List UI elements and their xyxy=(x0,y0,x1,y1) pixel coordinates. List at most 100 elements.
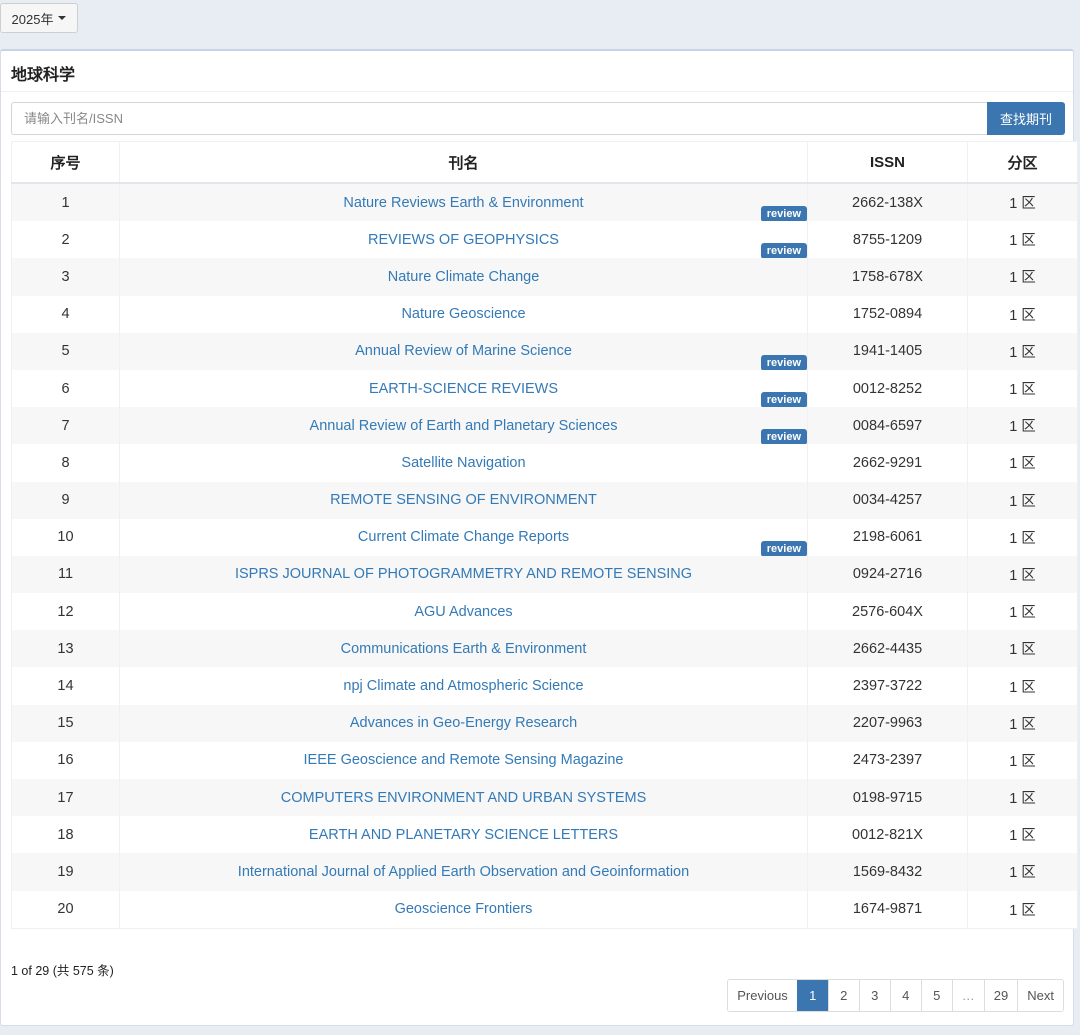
page-button[interactable]: 1 xyxy=(796,980,828,1011)
row-title-cell: ISPRS JOURNAL OF PHOTOGRAMMETRY AND REMO… xyxy=(119,555,808,594)
row-issn: 2662-4435 xyxy=(807,630,968,668)
row-zone: 1 区 xyxy=(967,779,1078,817)
journal-title-link[interactable]: EARTH-SCIENCE REVIEWS xyxy=(368,380,559,397)
row-index: 19 xyxy=(11,853,120,891)
journal-title-link[interactable]: npj Climate and Atmospheric Science xyxy=(343,678,584,695)
row-title-cell: npj Climate and Atmospheric Science xyxy=(119,667,808,705)
column-header-issn[interactable]: ISSN xyxy=(807,141,968,184)
row-title-cell: Current Climate Change Reports review xyxy=(119,518,808,557)
journal-title-link[interactable]: REVIEWS OF GEOPHYSICS xyxy=(368,231,559,248)
table-row: 6 EARTH-SCIENCE REVIEWS review 0012-8252 1 区 xyxy=(11,369,1078,408)
page-button[interactable]: 2 xyxy=(827,980,859,1011)
row-title-cell: COMPUTERS ENVIRONMENT AND URBAN SYSTEMS xyxy=(119,779,808,817)
journal-title-link[interactable]: Nature Reviews Earth & Environment xyxy=(343,194,584,211)
row-issn: 0012-8252 xyxy=(807,369,968,408)
row-zone: 1 区 xyxy=(967,630,1078,668)
row-index: 4 xyxy=(11,295,120,333)
row-issn: 0084-6597 xyxy=(807,407,968,445)
row-issn: 2662-9291 xyxy=(807,444,968,482)
table-row: 7 Annual Review of Earth and Planetary Sc… xyxy=(11,407,1078,446)
journal-title-link[interactable]: AGU Advances xyxy=(414,603,513,620)
row-issn: 0924-2716 xyxy=(807,555,968,594)
row-title-cell: REMOTE SENSING OF ENVIRONMENT xyxy=(119,481,808,519)
review-badge: review xyxy=(760,243,807,260)
journal-title-link[interactable]: Communications Earth & Environment xyxy=(340,640,587,657)
row-index: 7 xyxy=(11,407,120,445)
row-title-cell: Nature Reviews Earth & Environment review xyxy=(119,183,808,222)
row-index: 6 xyxy=(11,369,120,408)
search-button[interactable]: 查找期刊 xyxy=(987,102,1065,135)
table-row: 19 International Journal of Applied Earth… xyxy=(11,853,1078,891)
row-issn: 1941-1405 xyxy=(807,332,968,370)
row-zone: 1 区 xyxy=(967,890,1078,929)
row-issn: 8755-1209 xyxy=(807,221,968,259)
journal-title-link[interactable]: Advances in Geo-Energy Research xyxy=(349,715,578,732)
row-zone: 1 区 xyxy=(967,332,1078,370)
row-title-cell: Nature Geoscience xyxy=(119,295,808,333)
year-dropdown[interactable]: 2025年 xyxy=(0,3,78,33)
row-issn: 2576-604X xyxy=(807,593,968,631)
row-title-cell: Communications Earth & Environment xyxy=(119,630,808,668)
column-header-zone[interactable]: 分区 xyxy=(967,141,1078,184)
row-index: 17 xyxy=(11,779,120,817)
row-title-cell: Annual Review of Marine Science review xyxy=(119,332,808,371)
row-zone: 1 区 xyxy=(967,593,1078,631)
column-header-title[interactable]: 刊名 xyxy=(119,141,808,184)
page-button[interactable]: 3 xyxy=(858,980,890,1011)
review-badge: review xyxy=(760,540,807,557)
review-badge: review xyxy=(760,391,807,408)
search-input[interactable] xyxy=(11,102,987,135)
table-row: 18 EARTH AND PLANETARY SCIENCE LETTERS 001… xyxy=(11,816,1078,854)
row-zone: 1 区 xyxy=(967,518,1078,556)
row-index: 16 xyxy=(11,741,120,779)
journal-title-link[interactable]: Nature Climate Change xyxy=(387,268,540,285)
row-zone: 1 区 xyxy=(967,741,1078,779)
next-page-button[interactable]: Next xyxy=(1017,980,1063,1011)
journal-title-link[interactable]: International Journal of Applied Earth O… xyxy=(237,863,690,880)
row-index: 13 xyxy=(11,630,120,668)
row-zone: 1 区 xyxy=(967,481,1078,519)
journal-title-link[interactable]: COMPUTERS ENVIRONMENT AND URBAN SYSTEMS xyxy=(280,789,647,806)
row-index: 10 xyxy=(11,518,120,556)
pagination-ellipsis: … xyxy=(951,980,984,1011)
table-row: 17 COMPUTERS ENVIRONMENT AND URBAN SYSTEM… xyxy=(11,779,1078,817)
pagination-info: 1 of 29 (共 575 条) xyxy=(11,964,114,978)
review-badge: review xyxy=(760,429,807,446)
journal-title-link[interactable]: Annual Review of Earth and Planetary Sci… xyxy=(309,417,618,434)
page-button[interactable]: 5 xyxy=(920,980,952,1011)
journal-title-link[interactable]: IEEE Geoscience and Remote Sensing Magaz… xyxy=(303,752,624,769)
row-index: 5 xyxy=(11,332,120,370)
row-issn: 1752-0894 xyxy=(807,295,968,333)
table-row: 8 Satellite Navigation 2662-9291 1 区 xyxy=(11,444,1078,482)
table-row: 20 Geoscience Frontiers 1674-9871 1 区 xyxy=(11,890,1078,929)
journal-title-link[interactable]: Geoscience Frontiers xyxy=(394,901,533,918)
page-button[interactable]: 29 xyxy=(983,980,1018,1011)
row-title-cell: AGU Advances xyxy=(119,593,808,631)
year-dropdown-label: 2025年 xyxy=(11,11,54,27)
journal-title-link[interactable]: Satellite Navigation xyxy=(401,454,526,471)
row-zone: 1 区 xyxy=(967,704,1078,742)
review-badge: review xyxy=(760,354,807,371)
row-index: 20 xyxy=(11,890,120,929)
journal-title-link[interactable]: Annual Review of Marine Science xyxy=(355,343,572,360)
row-title-cell: International Journal of Applied Earth O… xyxy=(119,853,808,891)
table-row: 1 Nature Reviews Earth & Environment revie… xyxy=(11,183,1078,222)
journal-title-link[interactable]: EARTH AND PLANETARY SCIENCE LETTERS xyxy=(308,826,619,843)
row-issn: 1758-678X xyxy=(807,258,968,296)
row-zone: 1 区 xyxy=(967,183,1078,222)
panel-title: 地球科学 xyxy=(11,67,76,84)
column-header-index[interactable]: 序号 xyxy=(11,141,120,184)
pagination: Previous 1 2 3 4 5… 29 Next xyxy=(727,979,1064,1012)
journal-title-link[interactable]: Nature Geoscience xyxy=(401,306,526,323)
table-header-row: 序号 刊名 ISSN 分区 xyxy=(11,141,1078,184)
table-row: 16 IEEE Geoscience and Remote Sensing Mag… xyxy=(11,741,1078,779)
journal-title-link[interactable]: Current Climate Change Reports xyxy=(357,529,570,546)
page-button[interactable]: 4 xyxy=(889,980,921,1011)
journal-title-link[interactable]: ISPRS JOURNAL OF PHOTOGRAMMETRY AND REMO… xyxy=(234,566,693,583)
previous-page-button[interactable]: Previous xyxy=(728,980,797,1011)
journal-title-link[interactable]: REMOTE SENSING OF ENVIRONMENT xyxy=(330,492,597,509)
table-row: 10 Current Climate Change Reports review 21… xyxy=(11,518,1078,557)
row-zone: 1 区 xyxy=(967,667,1078,705)
table-row: 4 Nature Geoscience 1752-0894 1 区 xyxy=(11,295,1078,333)
